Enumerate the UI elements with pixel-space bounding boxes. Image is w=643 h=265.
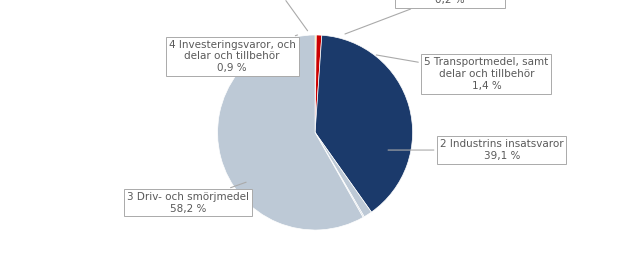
- Text: 2 Industrins insatsvaror
39,1 %: 2 Industrins insatsvaror 39,1 %: [388, 139, 563, 161]
- Text: 3 Driv- och smörjmedel
58,2 %: 3 Driv- och smörjmedel 58,2 %: [127, 182, 249, 214]
- Wedge shape: [217, 35, 363, 230]
- Text: 1 Livsmedeloch drycker
0,2 %: 1 Livsmedeloch drycker 0,2 %: [212, 0, 336, 31]
- Text: 4 Investeringsvaror, och
delar och tillbehör
0,9 %: 4 Investeringsvaror, och delar och tillb…: [168, 35, 298, 73]
- Wedge shape: [315, 35, 316, 132]
- Text: 6 Konsumtionsvaror
0,2 %: 6 Konsumtionsvaror 0,2 %: [345, 0, 502, 34]
- Wedge shape: [315, 132, 364, 217]
- Text: 5 Transportmedel, samt
delar och tillbehör
1,4 %: 5 Transportmedel, samt delar och tillbeh…: [376, 55, 548, 91]
- Wedge shape: [315, 35, 322, 132]
- Wedge shape: [315, 132, 372, 217]
- Wedge shape: [315, 35, 413, 212]
